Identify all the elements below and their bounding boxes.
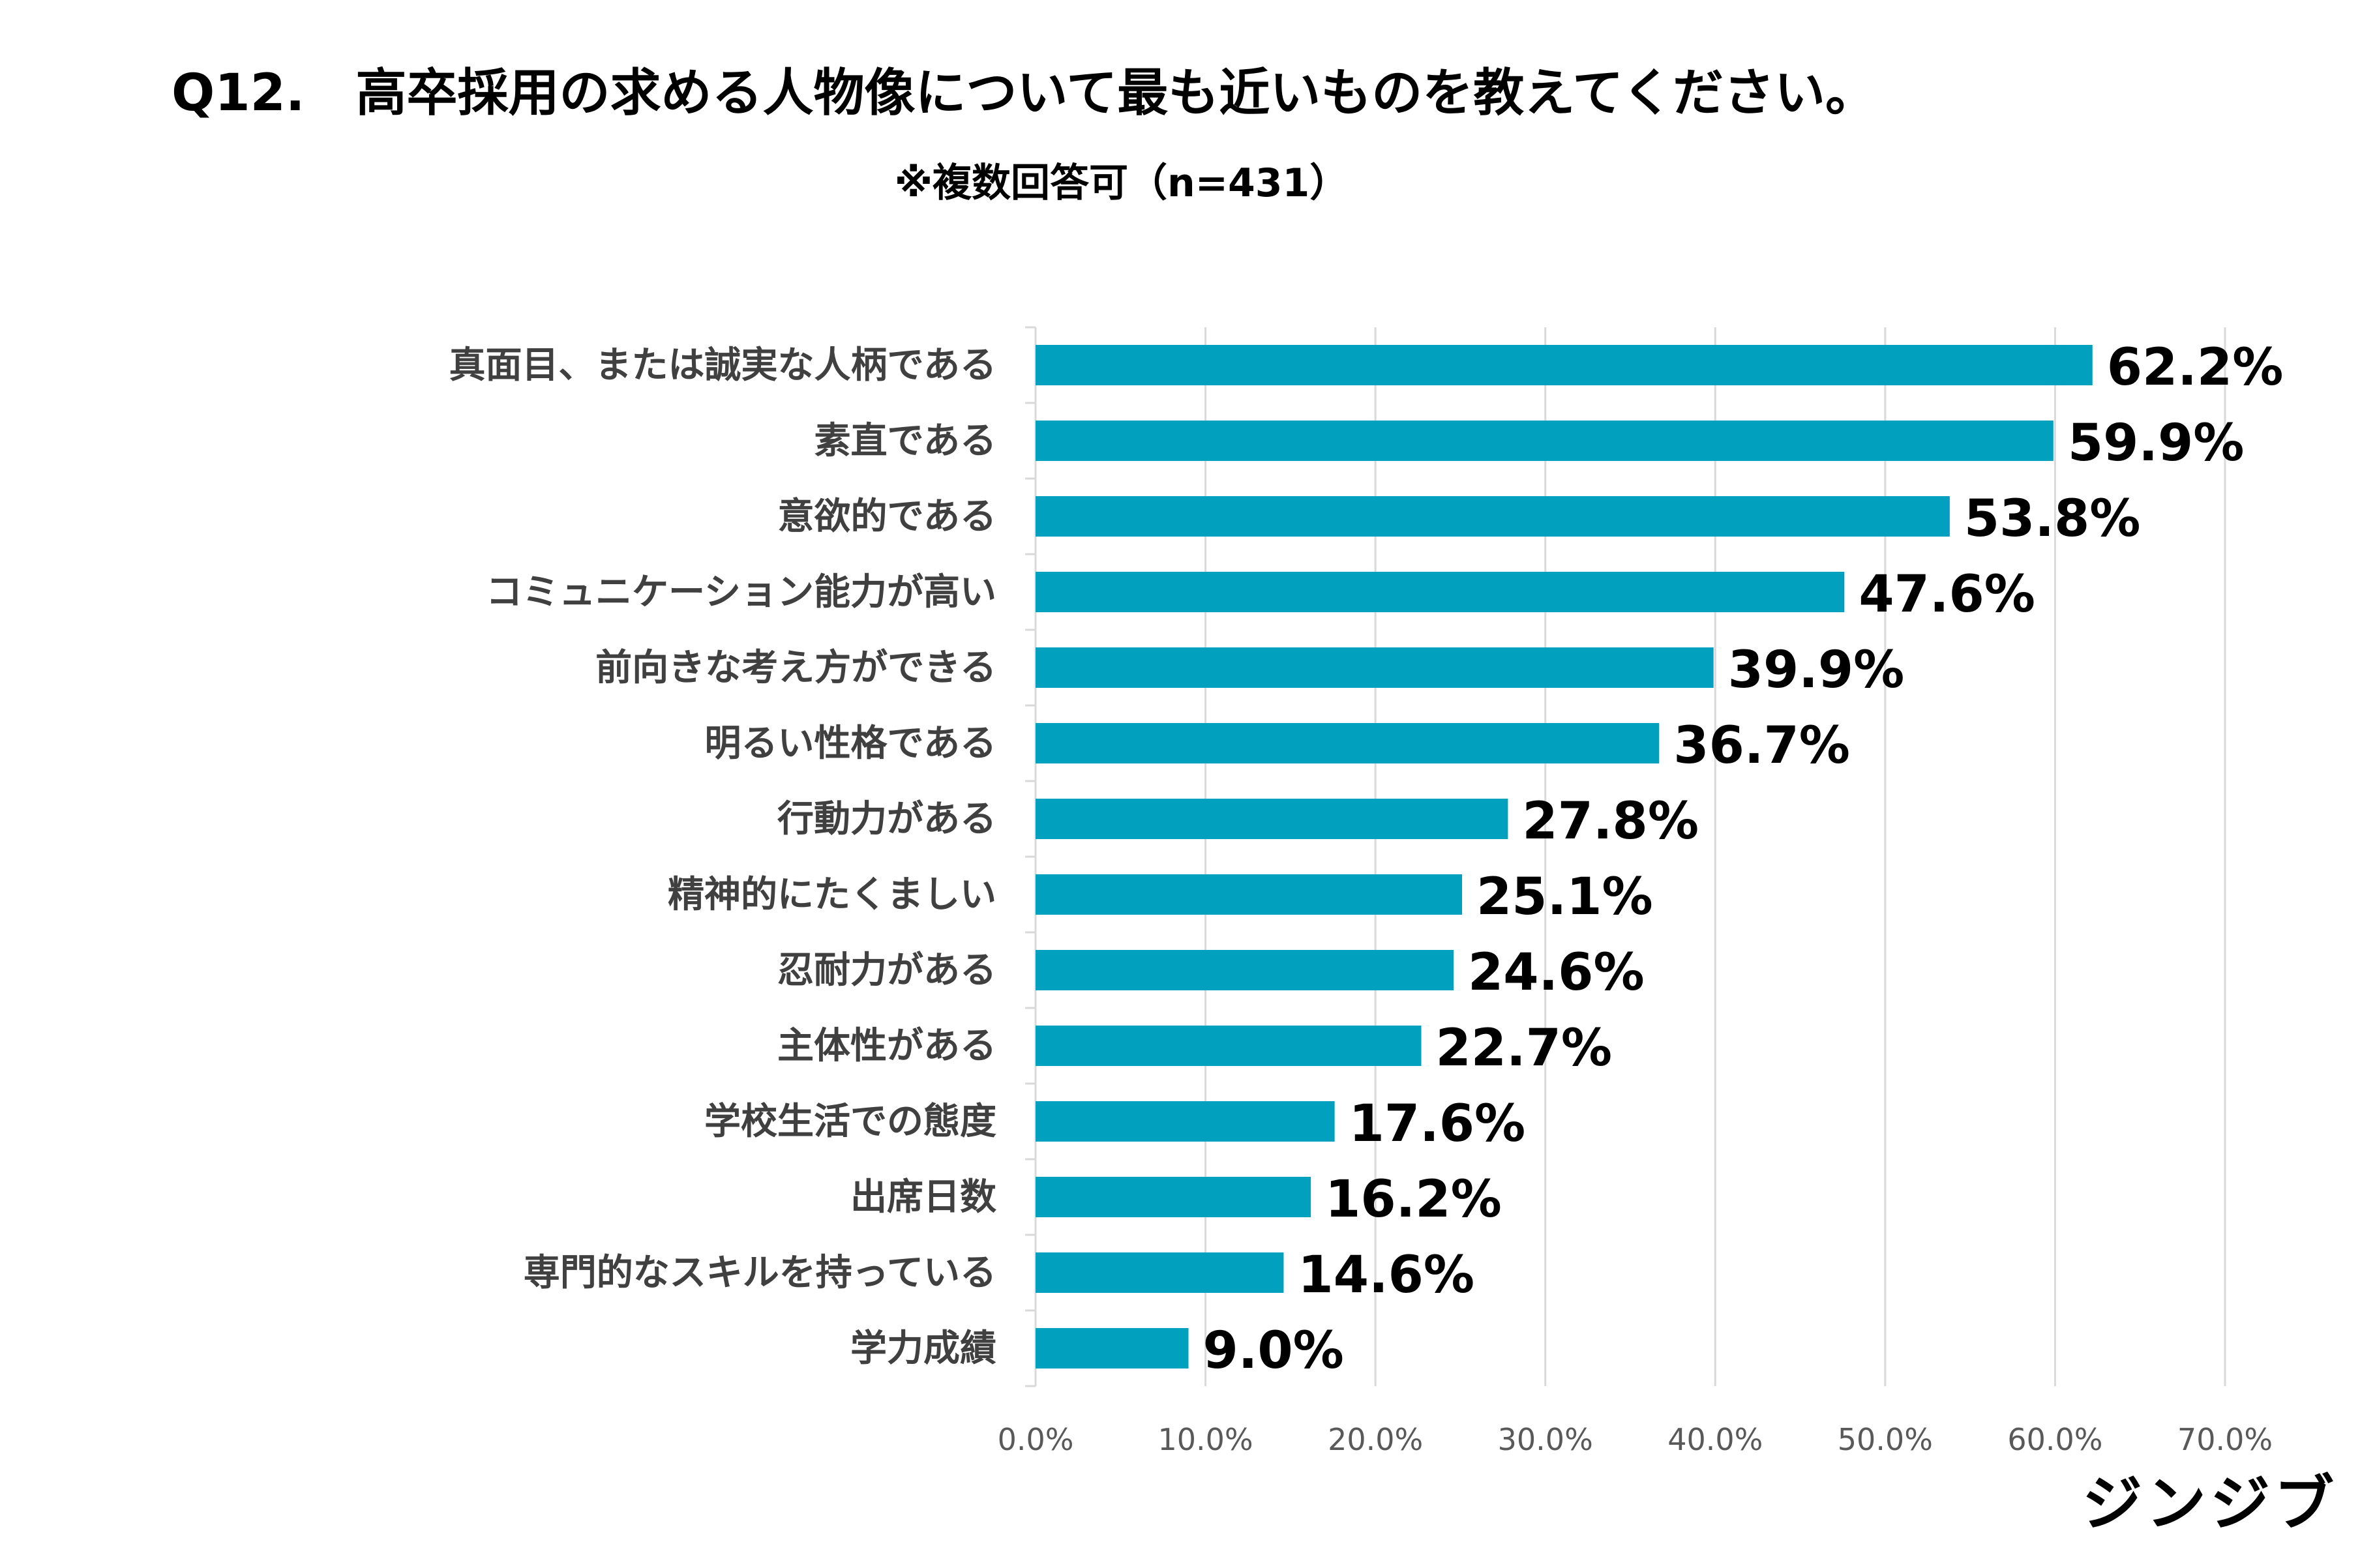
x-tick-label: 10.0% [1158,1422,1253,1457]
data-label: 47.6% [1859,565,2035,624]
category-label: 素直である [814,420,996,462]
category-label: 明るい性格である [705,722,996,765]
chart-title: Q12. 高卒採用の求める人物像について最も近いものを教えてください。 [172,64,1876,123]
x-tick-label: 20.0% [1328,1422,1423,1457]
category-label: 行動力がある [777,798,996,840]
data-label: 22.7% [1435,1019,1612,1078]
category-label: 出席日数 [850,1176,996,1219]
bar [1036,723,1660,763]
chart-subtitle: ※複数回答可（n=431） [894,160,1349,206]
data-label: 39.9% [1728,641,1905,700]
bar [1036,421,2054,461]
category-label: 専門的なスキルを持っている [524,1252,996,1294]
data-label: 25.1% [1476,868,1653,926]
bar [1036,496,1950,537]
x-tick-label: 70.0% [2177,1422,2273,1457]
bar [1036,874,1463,915]
bar [1036,1101,1335,1142]
bar [1036,647,1714,688]
bar [1036,1252,1284,1293]
data-label: 24.6% [1468,943,1645,1002]
data-label: 27.8% [1522,792,1699,851]
x-tick-label: 50.0% [1838,1422,1933,1457]
category-label: 精神的にたくましい [668,874,996,916]
data-label: 59.9% [2068,414,2245,473]
x-tick-label: 40.0% [1667,1422,1763,1457]
bar [1036,572,1845,612]
category-label: 前向きな考え方ができる [595,647,996,689]
data-label: 53.8% [1964,490,2141,548]
data-label: 9.0% [1203,1322,1344,1380]
category-label: 真面目、または誠実な人柄である [449,344,996,387]
bar [1036,345,2093,385]
data-label: 14.6% [1298,1246,1474,1305]
bar [1036,1026,1422,1066]
bar [1036,799,1508,839]
x-tick-label: 60.0% [2007,1422,2102,1457]
category-label: 意欲的である [778,496,996,538]
data-label: 16.2% [1325,1170,1502,1229]
bar [1036,1328,1189,1368]
bar [1036,950,1454,990]
category-label: 学校生活での態度 [704,1101,996,1143]
category-label: 学力成績 [850,1327,996,1370]
data-label: 36.7% [1673,717,1850,775]
category-label: コミュニケーション能力が高い [486,571,996,614]
bar [1036,1177,1311,1217]
data-label: 62.2% [2107,338,2284,397]
x-tick-label: 0.0% [998,1422,1074,1457]
category-label: 主体性がある [777,1025,996,1067]
brand-logo: ジンジブ [2082,1469,2338,1539]
data-label: 17.6% [1349,1095,1526,1153]
category-label: 忍耐力がある [777,949,996,992]
x-tick-label: 30.0% [1498,1422,1593,1457]
